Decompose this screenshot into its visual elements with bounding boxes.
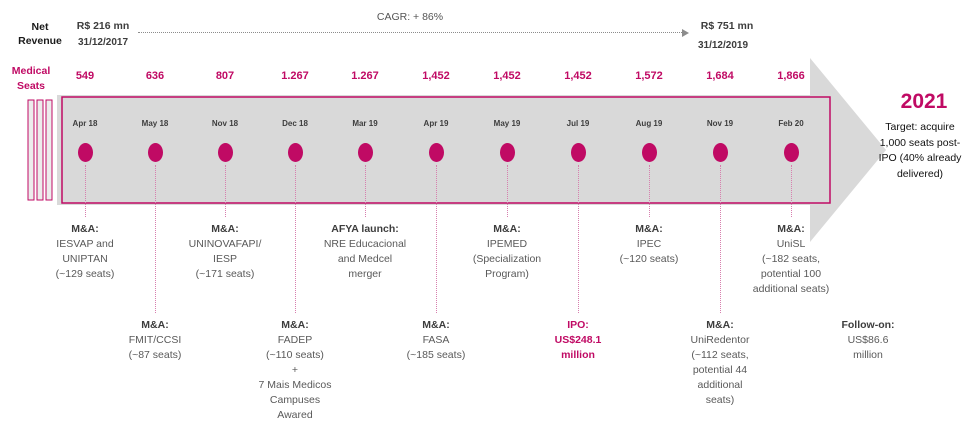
event-ipec: M&A: IPEC (~120 seats) [589,222,709,267]
timeline-arrow-shape [57,58,886,242]
event-title: M&A: [493,223,521,235]
event-body: US$248.1 million [554,334,602,361]
timeline-dot [147,143,163,162]
event-follow-on: Follow-on: US$86.6 million [808,318,928,363]
event-title: M&A: [71,223,99,235]
seat-count: 1.267 [281,70,309,82]
event-fasa: M&A: FASA (~185 seats) [376,318,496,363]
timeline-date: Feb 20 [778,119,804,128]
timeline-dot [77,143,93,162]
net-revenue-start-value: R$ 216 mn [76,20,130,32]
event-body: IPEMED (Specialization Program) [472,238,542,280]
connector-line [365,165,366,217]
seat-count: 1.267 [351,70,379,82]
timeline-dot [783,143,799,162]
cagr-arrowhead-icon [682,29,689,37]
timeline-date: Apr 19 [423,119,449,128]
connector-line [155,165,156,313]
connector-line [791,165,792,217]
event-body: US$86.6 million [847,334,889,361]
event-title: M&A: [211,223,239,235]
timeline-date: Jul 19 [566,119,590,128]
event-iesvap: M&A: IESVAP and UNIPTAN (~129 seats) [25,222,145,282]
event-body: FASA (~185 seats) [406,334,466,361]
timeline-date: Dec 18 [282,119,308,128]
event-ipemed: M&A: IPEMED (Specialization Program) [447,222,567,282]
event-title: M&A: [777,223,805,235]
timeline-highlight-outline [61,96,831,204]
timeline-dot [287,143,303,162]
timeline-date: May 19 [493,119,521,128]
connector-line [720,165,721,313]
seat-count: 1,572 [635,70,663,82]
timeline-dot [499,143,515,162]
timeline-date: Nov 19 [706,119,734,128]
timeline-dot [641,143,657,162]
event-title: M&A: [635,223,663,235]
connector-line [85,165,86,217]
target-year: 2021 [900,90,948,113]
event-title: M&A: [706,319,734,331]
event-body: UniSL (~182 seats, potential 100 additio… [752,238,830,295]
timeline-date: May 18 [141,119,169,128]
timeline-dot [570,143,586,162]
net-revenue-end-value: R$ 751 mn [700,20,754,32]
timeline-dot [712,143,728,162]
event-title: AFYA launch: [331,223,399,235]
event-title: Follow-on: [841,319,895,331]
timeline-date: Aug 19 [635,119,663,128]
event-body: UNINOVAFAPI/ IESP (~171 seats) [188,238,262,280]
target-description: Target: acquire 1,000 seats post- IPO (4… [878,121,962,180]
event-body: NRE Educacional and Medcel merger [323,238,407,280]
connector-line [649,165,650,217]
event-body: FMIT/CCSI (~87 seats) [128,334,182,361]
timeline-date: Mar 19 [352,119,378,128]
timeline-dot [217,143,233,162]
connector-line [295,165,296,313]
net-revenue-start-date: 31/12/2017 [77,37,129,48]
connector-line [578,165,579,313]
medical-seats-label: Medical Seats [11,65,51,92]
net-revenue-label: Net Revenue [18,21,62,47]
seat-count: 549 [75,70,95,82]
seat-count: 1,452 [422,70,450,82]
event-fadep: M&A: FADEP (~110 seats) + 7 Mais Medicos … [235,318,355,423]
seat-count: 1,684 [706,70,734,82]
timeline-bar [36,99,44,201]
timeline-dot [428,143,444,162]
event-title: M&A: [422,319,450,331]
event-title: IPO: [567,319,589,331]
cagr-label: CAGR: + 86% [376,11,444,23]
seat-count: 807 [215,70,235,82]
net-revenue-end-date: 31/12/2019 [697,40,749,51]
connector-line [436,165,437,313]
event-title: M&A: [281,319,309,331]
timeline-date: Nov 18 [211,119,239,128]
event-afya-launch: AFYA launch: NRE Educacional and Medcel m… [305,222,425,282]
seat-count: 1,452 [564,70,592,82]
timeline-bar [45,99,53,201]
timeline-date: Apr 18 [72,119,98,128]
event-body: IPEC (~120 seats) [619,238,679,265]
event-unisl: M&A: UniSL (~182 seats, potential 100 add… [731,222,851,297]
connector-line [507,165,508,217]
event-body: UniRedentor (~112 seats, potential 44 ad… [690,334,750,406]
event-title: M&A: [141,319,169,331]
event-body: FADEP (~110 seats) + 7 Mais Medicos Camp… [258,334,332,421]
seat-count: 1,452 [493,70,521,82]
event-body: IESVAP and UNIPTAN (~129 seats) [55,238,115,280]
event-fmit: M&A: FMIT/CCSI (~87 seats) [95,318,215,363]
connector-line [225,165,226,217]
timeline-bar [27,99,35,201]
event-uniredentor: M&A: UniRedentor (~112 seats, potential 4… [660,318,780,408]
cagr-dotted-line [138,32,682,33]
timeline-dot [357,143,373,162]
seat-count: 636 [145,70,165,82]
event-uninovafapi: M&A: UNINOVAFAPI/ IESP (~171 seats) [165,222,285,282]
event-ipo: IPO: US$248.1 million [518,318,638,363]
seat-count: 1,866 [777,70,805,82]
